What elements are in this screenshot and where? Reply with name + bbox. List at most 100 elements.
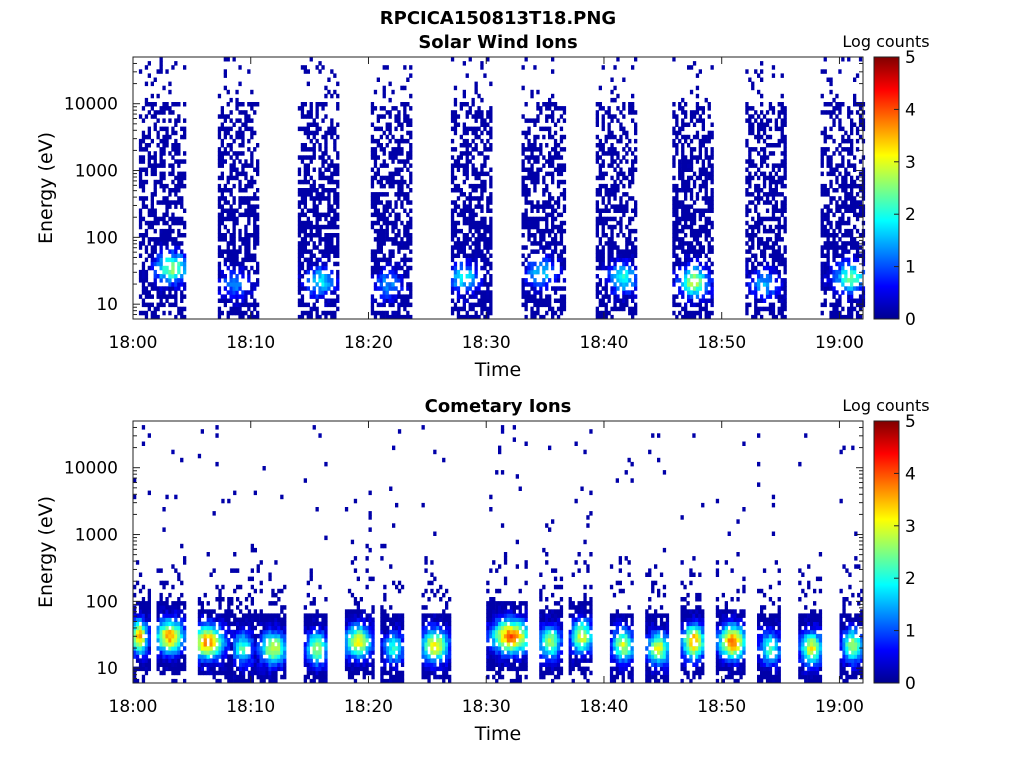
heatmap-cell bbox=[704, 261, 708, 267]
heatmap-cell bbox=[486, 224, 490, 230]
heatmap-cell bbox=[689, 314, 694, 320]
heatmap-cell bbox=[858, 118, 863, 123]
heatmap-cell bbox=[394, 274, 398, 279]
heatmap-cell bbox=[754, 294, 758, 299]
heatmap-cell bbox=[321, 188, 325, 193]
heatmap-cell bbox=[144, 204, 149, 209]
heatmap-cell bbox=[850, 138, 854, 144]
heatmap-cell bbox=[312, 269, 316, 275]
heatmap-cell bbox=[253, 253, 257, 258]
heatmap-cell bbox=[217, 261, 222, 267]
heatmap-cell bbox=[858, 106, 863, 111]
heatmap-cell bbox=[373, 286, 378, 291]
heatmap-cell bbox=[370, 306, 375, 312]
heatmap-cell bbox=[309, 130, 313, 136]
heatmap-cell bbox=[689, 163, 694, 168]
heatmap-cell bbox=[385, 175, 389, 181]
heatmap-cell bbox=[823, 286, 827, 291]
heatmap-cell bbox=[777, 269, 781, 275]
heatmap-cell bbox=[147, 658, 151, 663]
heatmap-cell bbox=[698, 69, 702, 74]
heatmap-cell bbox=[303, 286, 307, 291]
heatmap-cell bbox=[844, 286, 848, 291]
heatmap-cell bbox=[162, 274, 166, 279]
heatmap-cell bbox=[406, 155, 410, 160]
heatmap-cell bbox=[200, 658, 204, 663]
heatmap-cell bbox=[144, 294, 149, 299]
heatmap-cell bbox=[704, 208, 708, 213]
heatmap-cell bbox=[783, 278, 787, 283]
heatmap-cell bbox=[223, 274, 227, 279]
heatmap-cell bbox=[141, 282, 146, 287]
heatmap-cell bbox=[754, 118, 758, 123]
heatmap-cell bbox=[850, 110, 854, 115]
heatmap-cell bbox=[370, 134, 375, 140]
heatmap-cell bbox=[324, 114, 328, 119]
heatmap-cell bbox=[150, 155, 154, 160]
heatmap-cell bbox=[238, 249, 242, 254]
heatmap-cell bbox=[223, 126, 227, 132]
heatmap-cell bbox=[306, 310, 310, 316]
heatmap-cell bbox=[183, 159, 187, 164]
heatmap-cell bbox=[382, 183, 386, 189]
heatmap-cell bbox=[244, 188, 248, 193]
heatmap-cell bbox=[400, 122, 404, 127]
heatmap-cell bbox=[177, 265, 181, 271]
heatmap-cell bbox=[542, 192, 546, 197]
heatmap-cell bbox=[376, 241, 380, 246]
heatmap-cell bbox=[183, 646, 187, 651]
heatmap-cell bbox=[406, 224, 410, 230]
heatmap-cell bbox=[156, 629, 160, 635]
x-tick-label: 18:10 bbox=[226, 333, 275, 353]
heatmap-cell bbox=[165, 638, 169, 643]
heatmap-cell bbox=[306, 147, 310, 152]
heatmap-cell bbox=[757, 269, 761, 275]
heatmap-cell bbox=[256, 171, 260, 177]
heatmap-cell bbox=[177, 576, 181, 582]
heatmap-cell bbox=[701, 159, 705, 164]
heatmap-cell bbox=[336, 81, 340, 87]
heatmap-cell bbox=[450, 278, 455, 283]
heatmap-cell bbox=[221, 617, 225, 622]
heatmap-cell bbox=[480, 118, 484, 123]
heatmap-cell bbox=[217, 134, 222, 140]
heatmap-cell bbox=[607, 216, 611, 222]
heatmap-cell bbox=[483, 314, 487, 320]
heatmap-cell bbox=[327, 310, 331, 316]
heatmap-cell bbox=[631, 228, 635, 234]
heatmap-cell bbox=[409, 130, 413, 136]
heatmap-cell bbox=[373, 151, 378, 156]
heatmap-cell bbox=[556, 274, 561, 279]
heatmap-cell bbox=[138, 650, 143, 655]
heatmap-cell bbox=[689, 155, 694, 160]
heatmap-cell bbox=[850, 183, 854, 189]
heatmap-cell bbox=[177, 183, 181, 189]
heatmap-cell bbox=[829, 208, 833, 213]
heatmap-cell bbox=[675, 134, 679, 140]
heatmap-cell bbox=[226, 89, 230, 95]
heatmap-cell bbox=[321, 249, 325, 254]
heatmap-cell bbox=[174, 286, 178, 291]
heatmap-cell bbox=[556, 257, 561, 263]
heatmap-cell bbox=[601, 314, 605, 320]
heatmap-cell bbox=[212, 633, 216, 639]
heatmap-cell bbox=[450, 118, 455, 123]
heatmap-cell bbox=[382, 114, 386, 119]
heatmap-cell bbox=[456, 245, 461, 250]
heatmap-cell bbox=[545, 212, 549, 218]
heatmap-cell bbox=[315, 138, 319, 144]
heatmap-cell bbox=[459, 192, 463, 197]
heatmap-cell bbox=[489, 114, 493, 119]
heatmap-cell bbox=[180, 179, 184, 185]
heatmap-cell bbox=[256, 216, 260, 222]
heatmap-cell bbox=[453, 245, 458, 250]
heatmap-cell bbox=[141, 159, 146, 164]
heatmap-cell bbox=[474, 220, 478, 226]
heatmap-cell bbox=[388, 81, 392, 87]
heatmap-cell bbox=[595, 208, 599, 213]
heatmap-cell bbox=[754, 69, 758, 74]
heatmap-cell bbox=[684, 110, 688, 115]
heatmap-cell bbox=[598, 220, 602, 226]
heatmap-cell bbox=[141, 584, 146, 590]
heatmap-cell bbox=[309, 220, 313, 226]
